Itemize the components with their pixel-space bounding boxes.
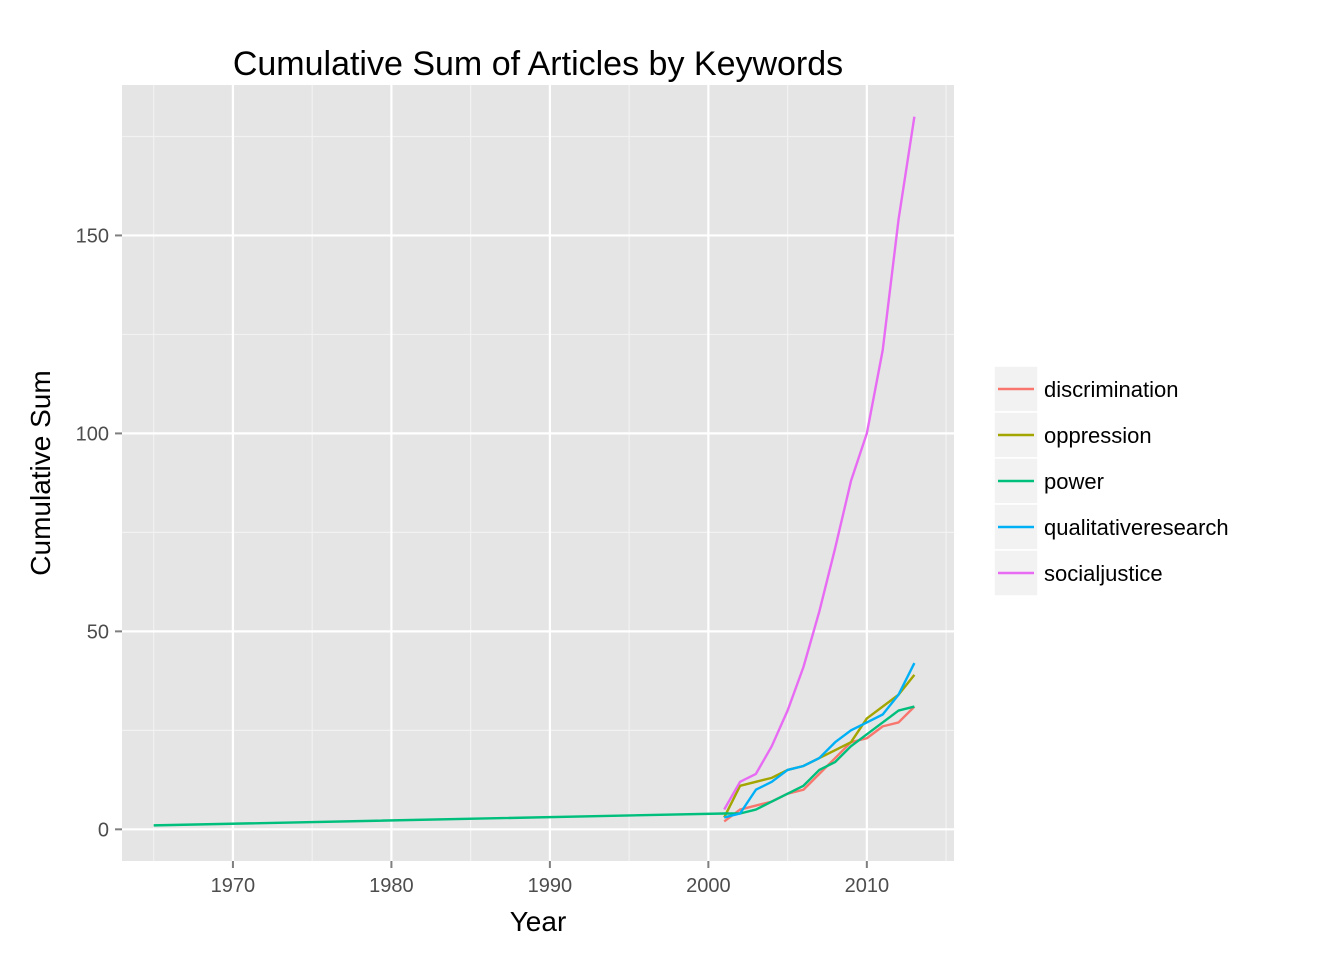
- x-axis-title: Year: [510, 906, 567, 937]
- x-tick-label: 2000: [686, 875, 731, 897]
- legend-label-socialjustice: socialjustice: [1044, 561, 1163, 586]
- y-axis: 0 50 100 150: [76, 225, 122, 841]
- legend-label-power: power: [1044, 469, 1104, 494]
- legend-label-oppression: oppression: [1044, 423, 1152, 448]
- y-tick-label: 50: [87, 621, 109, 643]
- series-lines: [153, 116, 916, 827]
- x-tick-label: 1980: [369, 875, 414, 897]
- y-tick-label: 150: [76, 225, 109, 247]
- x-axis: 1970 1980 1990 2000 2010: [211, 861, 889, 897]
- y-tick-label: 100: [76, 423, 109, 445]
- legend: discrimination oppression power qualitative…: [993, 365, 1229, 597]
- minor-gridlines: [122, 85, 954, 861]
- legend-label-discrimination: discrimination: [1044, 377, 1179, 402]
- x-tick-label: 2010: [845, 875, 890, 897]
- x-tick-label: 1970: [211, 875, 256, 897]
- chart-title: Cumulative Sum of Articles by Keywords: [233, 45, 843, 83]
- y-axis-title: Cumulative Sum: [25, 370, 56, 575]
- plot-panel: [122, 85, 954, 861]
- series-line-power: [153, 705, 915, 827]
- legend-label-qualitativeresearch: qualitativeresearch: [1044, 515, 1229, 540]
- x-tick-label: 1990: [528, 875, 573, 897]
- series-line-discrimination: [723, 705, 916, 823]
- series-line-socialjustice: [723, 116, 916, 811]
- y-tick-label: 0: [98, 819, 109, 841]
- major-gridlines: [122, 85, 954, 861]
- series-line-qualitativeresearch: [723, 662, 916, 819]
